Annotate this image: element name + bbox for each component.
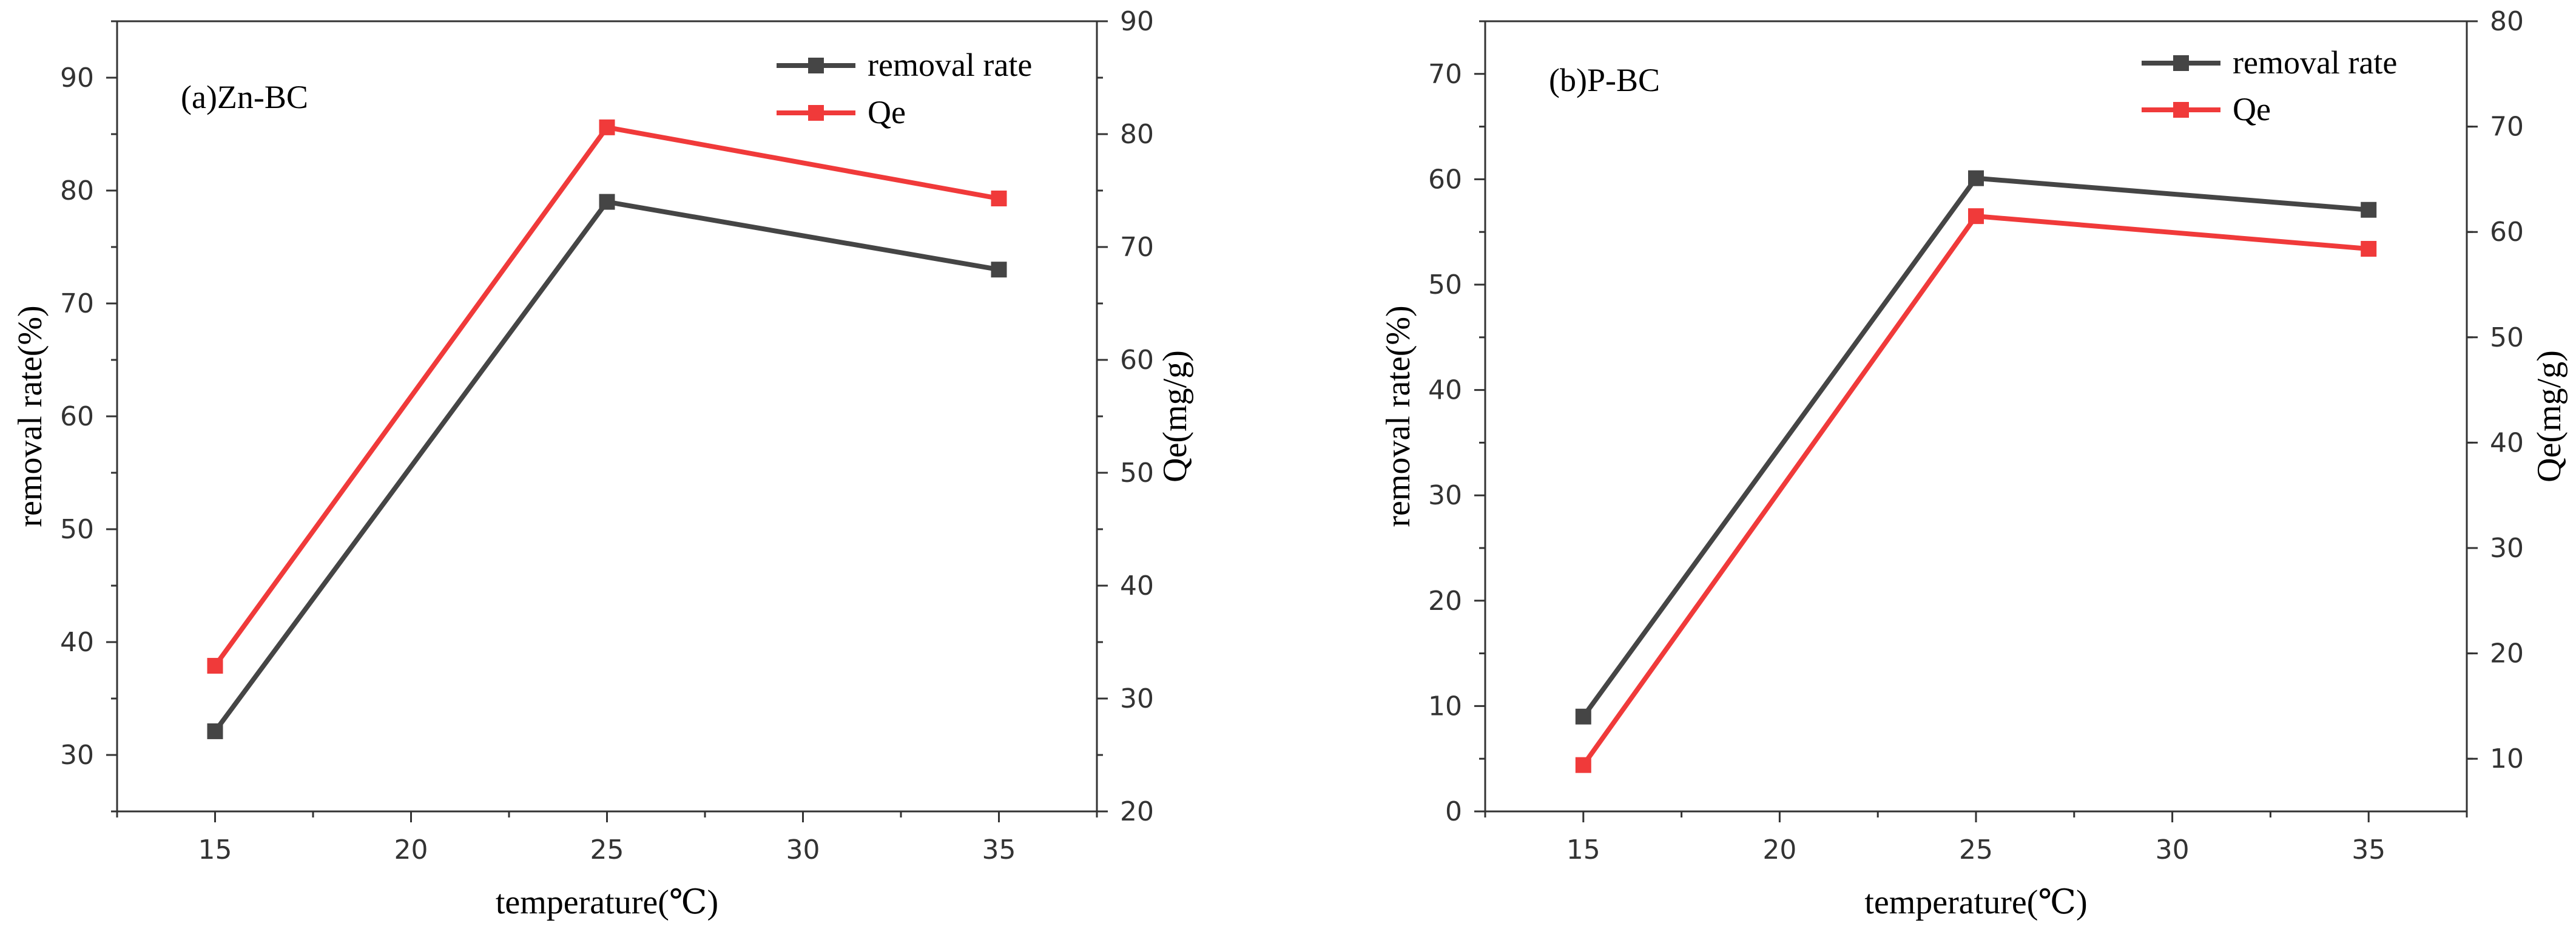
- y2-axis-label: Qe(mg/g): [2530, 350, 2568, 482]
- data-point-qe: [991, 191, 1007, 207]
- y2-tick-label: 30: [1120, 683, 1154, 714]
- data-point-removal-rate: [1968, 170, 1984, 186]
- x-axis-label: temperature(℃): [1864, 884, 2087, 921]
- data-point-removal-rate: [207, 723, 223, 739]
- y2-tick-label: 10: [2490, 743, 2524, 774]
- y-tick-label: 70: [1428, 59, 1462, 90]
- x-tick-label: 20: [1762, 834, 1796, 865]
- y2-tick-label: 90: [1120, 6, 1154, 37]
- y-tick-label: 50: [60, 514, 94, 545]
- y-tick-label: 40: [1428, 375, 1462, 406]
- y2-tick-label: 80: [1120, 119, 1154, 150]
- x-tick-label: 25: [590, 834, 624, 865]
- y-tick-label: 60: [60, 401, 94, 432]
- legend-marker: [2173, 102, 2189, 118]
- y2-tick-label: 70: [2490, 112, 2524, 143]
- series-line-removal-rate: [1581, 175, 2369, 719]
- data-point-qe: [207, 658, 223, 674]
- x-tick-label: 30: [2156, 834, 2190, 865]
- y2-tick-label: 40: [2490, 427, 2524, 458]
- data-point-removal-rate: [991, 262, 1007, 278]
- y2-tick-label: 60: [1120, 345, 1154, 376]
- legend-label: Qe: [868, 94, 906, 130]
- x-tick-label: 20: [394, 834, 428, 865]
- y2-tick-label: 20: [2490, 638, 2524, 669]
- y-tick-label: 60: [1428, 164, 1462, 195]
- y2-tick-label: 50: [1120, 458, 1154, 489]
- y2-tick-label: 70: [1120, 232, 1154, 263]
- x-tick-label: 15: [198, 834, 232, 865]
- panel-title: (b)P-BC: [1549, 62, 1660, 98]
- legend-label: Qe: [2233, 91, 2271, 127]
- y2-tick-label: 60: [2490, 217, 2524, 248]
- chart-panel-zn-bc: 15 20 25 30 35 30 40 50 60 70 80 90 20 30 40 50 60 70 80 90…: [12, 6, 1194, 921]
- data-point-removal-rate: [1575, 708, 1591, 725]
- data-point-removal-rate: [2361, 201, 2377, 218]
- data-point-qe: [2361, 240, 2377, 257]
- legend-marker: [808, 105, 824, 121]
- y2-tick-label: 50: [2490, 322, 2524, 353]
- y-tick-label: 40: [60, 627, 94, 658]
- legend-marker: [808, 58, 824, 73]
- x-tick-label: 35: [2352, 834, 2385, 865]
- series-line-removal-rate: [213, 199, 1000, 733]
- y-tick-label: 10: [1428, 691, 1462, 722]
- y-tick-label: 30: [60, 740, 94, 771]
- data-point-qe: [1968, 208, 1984, 225]
- y-tick-label: 80: [60, 175, 94, 206]
- y-tick-label: 20: [1428, 586, 1462, 617]
- y-tick-label: 90: [60, 63, 94, 93]
- y-tick-label: 0: [1445, 796, 1462, 827]
- plot-frame: [116, 20, 1098, 813]
- legend-label: removal rate: [868, 47, 1032, 83]
- y2-tick-label: 80: [2490, 6, 2524, 37]
- data-point-qe: [599, 119, 615, 135]
- series-line-qe: [1581, 214, 2369, 766]
- y-tick-label: 70: [60, 288, 94, 319]
- x-tick-label: 25: [1959, 834, 1993, 865]
- y2-tick-label: 30: [2490, 533, 2524, 564]
- x-axis-label: temperature(℃): [496, 884, 718, 921]
- chart-panel-p-bc: 15 20 25 30 35 0 10 20 30 40 50 60 70 10 20 30 40 50 60 70 8…: [1380, 6, 2568, 921]
- y2-tick-label: 40: [1120, 570, 1154, 601]
- data-point-removal-rate: [599, 194, 615, 210]
- x-tick-label: 35: [982, 834, 1016, 865]
- data-point-qe: [1575, 757, 1591, 773]
- y-axis-label: removal rate(%): [12, 305, 49, 527]
- y-tick-label: 30: [1428, 480, 1462, 511]
- y2-tick-label: 20: [1120, 796, 1154, 827]
- y2-axis-label: Qe(mg/g): [1156, 350, 1194, 482]
- legend-marker: [2173, 55, 2189, 71]
- y-axis-label: removal rate(%): [1380, 305, 1417, 527]
- legend-label: removal rate: [2233, 44, 2397, 81]
- x-tick-label: 30: [786, 834, 820, 865]
- x-tick-label: 15: [1566, 834, 1600, 865]
- y-tick-label: 50: [1428, 269, 1462, 300]
- panel-title: (a)Zn-BC: [181, 79, 308, 115]
